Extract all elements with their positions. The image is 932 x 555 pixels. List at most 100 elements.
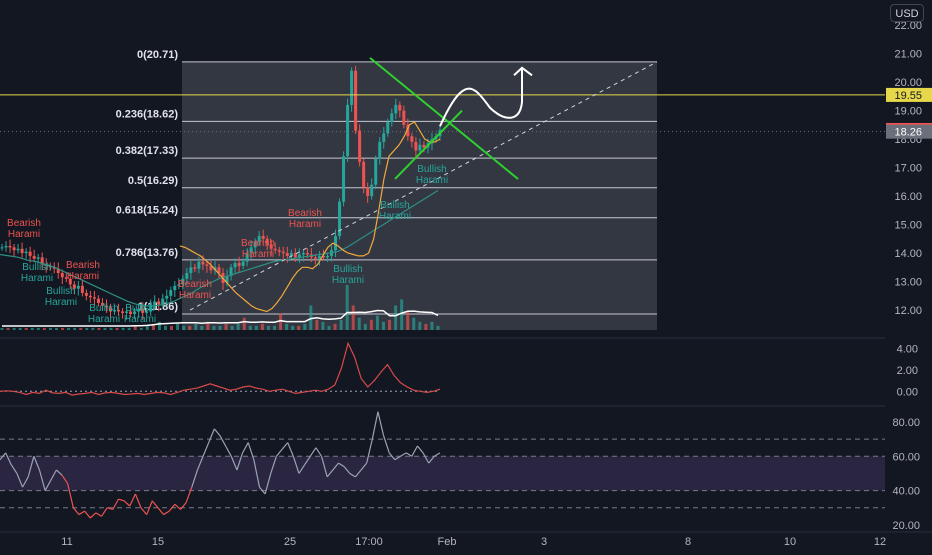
rsi-segment <box>78 510 85 516</box>
pattern-annotation: Bullish Harami <box>88 303 120 325</box>
candle-body <box>64 277 68 279</box>
volume-bar <box>224 323 228 330</box>
candle-body <box>56 268 60 274</box>
volume-bar <box>206 321 210 330</box>
rsi-segment <box>140 507 148 515</box>
volume-bar <box>218 325 222 330</box>
volume-bar <box>375 315 379 330</box>
rsi-band <box>0 456 885 491</box>
candle-body <box>402 110 406 125</box>
volume-bar <box>30 327 34 330</box>
volume-bar <box>18 327 22 330</box>
candle-body <box>72 284 76 289</box>
rsi-segment <box>230 456 238 471</box>
volume-bar <box>6 327 10 330</box>
candle-body <box>137 308 141 312</box>
rsi-segment <box>107 507 113 511</box>
rsi-segment <box>151 500 159 509</box>
candle-body <box>40 257 44 265</box>
rsi-segment <box>213 428 221 437</box>
candle-body <box>293 253 297 258</box>
candle-body <box>241 261 245 266</box>
rsi-segment <box>259 486 266 495</box>
candle-body <box>321 255 325 258</box>
rsi-segment <box>349 472 356 478</box>
volume-bar <box>73 327 77 330</box>
candle-body <box>362 161 366 188</box>
volume-bar <box>200 325 204 330</box>
candle-body <box>92 297 96 299</box>
time-tick-label: 11 <box>61 536 72 548</box>
volume-bar <box>48 327 52 330</box>
candle-body <box>141 308 145 313</box>
candle-body <box>125 311 129 313</box>
rsi-segment <box>10 464 18 474</box>
trend-line <box>189 61 658 311</box>
candle-body <box>354 70 358 131</box>
volume-bar <box>321 321 325 330</box>
candle-body <box>177 284 181 286</box>
volume-bar <box>309 305 313 330</box>
rsi-panel <box>0 405 885 519</box>
time-tick-label: 15 <box>152 536 164 548</box>
volume-bar <box>369 319 373 330</box>
rsi-segment <box>360 462 368 471</box>
oscillator-tick-label: 4.00 <box>897 344 918 356</box>
rsi-segment <box>72 507 80 515</box>
rsi-segment <box>50 469 57 481</box>
candle-body <box>24 251 28 254</box>
currency-button[interactable]: USD <box>890 4 924 22</box>
volume-bar <box>24 327 28 330</box>
candle-body <box>297 254 301 258</box>
volume-bar <box>145 325 149 330</box>
annotation-line: Bullish <box>380 200 409 211</box>
annotation-line: Bullish <box>125 303 154 314</box>
candle-body <box>406 124 410 137</box>
rsi-segment <box>298 464 306 474</box>
rsi-segment <box>416 445 424 454</box>
candle-body <box>16 248 20 251</box>
volume-bar <box>164 325 167 330</box>
candle-body <box>305 253 309 255</box>
candle-body <box>346 104 350 157</box>
rsi-segment <box>56 469 63 476</box>
annotation-line: Bullish <box>22 262 51 273</box>
candle-body <box>84 292 88 296</box>
candle-body <box>422 144 426 148</box>
candle-body <box>20 248 24 254</box>
candle-body <box>261 235 265 239</box>
candle-body <box>201 261 205 265</box>
rsi-segment <box>180 502 187 510</box>
candle-body <box>398 104 402 111</box>
rsi-segment <box>394 455 401 461</box>
annotation-line: Harami <box>8 229 40 240</box>
volume-bar <box>236 323 240 330</box>
rsi-segment <box>383 435 390 454</box>
candle-body <box>390 113 394 122</box>
rsi-segment <box>270 456 277 474</box>
volume-ma-line <box>2 309 439 327</box>
annotation-line: Harami <box>416 175 448 186</box>
fib-label: 0.618(15.24) <box>116 205 179 217</box>
annotation-line: Harami <box>289 219 321 230</box>
volume-bar <box>333 323 337 330</box>
candle-body <box>229 267 233 276</box>
rsi-segment <box>422 452 430 464</box>
rsi-segment <box>0 452 7 461</box>
annotation-line: Harami <box>242 249 274 260</box>
pattern-annotation: Bearish Harami <box>288 208 322 230</box>
volume-bar <box>139 327 143 330</box>
rsi-tick-label: 60.00 <box>892 451 920 463</box>
projection-arrowhead <box>513 66 533 77</box>
volume-bar <box>109 327 113 330</box>
volume-bar <box>279 313 283 330</box>
volume-bar <box>424 323 428 330</box>
volume-bar <box>260 323 264 330</box>
volume-bar <box>182 325 186 330</box>
rsi-segment <box>434 452 441 457</box>
rsi-segment <box>219 435 227 447</box>
rsi-segment <box>112 498 119 510</box>
candle-body <box>209 265 213 271</box>
fib-label: 0.786(13.76) <box>116 247 179 259</box>
